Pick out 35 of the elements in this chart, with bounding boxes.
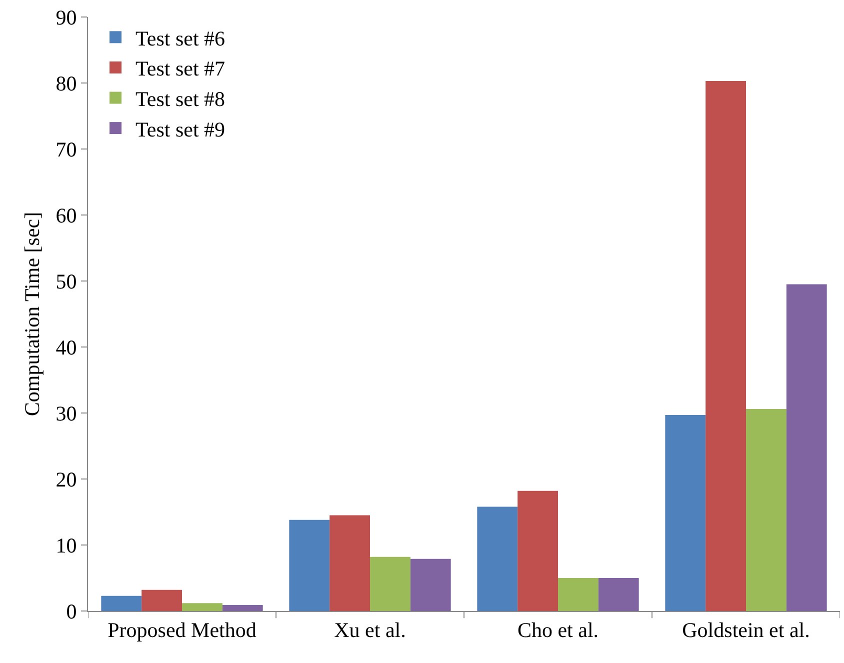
legend-label: Test set #9 [136,117,226,142]
bar [289,520,330,611]
bar [330,515,370,611]
bar [142,590,182,611]
y-tick-label: 10 [56,533,77,558]
y-tick-label: 70 [56,137,77,162]
y-tick-label: 30 [56,401,77,426]
y-tick-label: 40 [56,335,77,360]
y-tick-label: 20 [56,467,77,492]
bar [746,409,786,611]
x-tick-label: Goldstein et al. [682,618,810,642]
bar [518,490,558,611]
x-tick-label: Proposed Method [108,618,257,642]
bar [370,556,410,611]
legend-label: Test set #8 [136,86,226,111]
x-tick-label: Xu et al. [334,618,406,642]
y-axis-title: Computation Time [sec] [20,212,44,416]
y-tick-label: 0 [66,599,77,624]
bar [101,596,142,611]
x-tick-label: Cho et al. [517,618,599,642]
legend-label: Test set #7 [136,56,226,81]
bar [477,506,518,611]
y-tick-label: 80 [56,71,77,96]
bar [598,578,639,611]
bar [182,603,222,611]
bar [222,605,263,611]
y-tick-label: 90 [56,5,77,30]
bar [665,414,706,611]
y-tick-label: 60 [56,203,77,228]
y-tick-label: 50 [56,269,77,294]
bar [558,578,598,611]
bar [706,81,746,611]
bar [410,558,451,611]
bar [786,284,827,611]
legend-label: Test set #6 [136,26,226,50]
